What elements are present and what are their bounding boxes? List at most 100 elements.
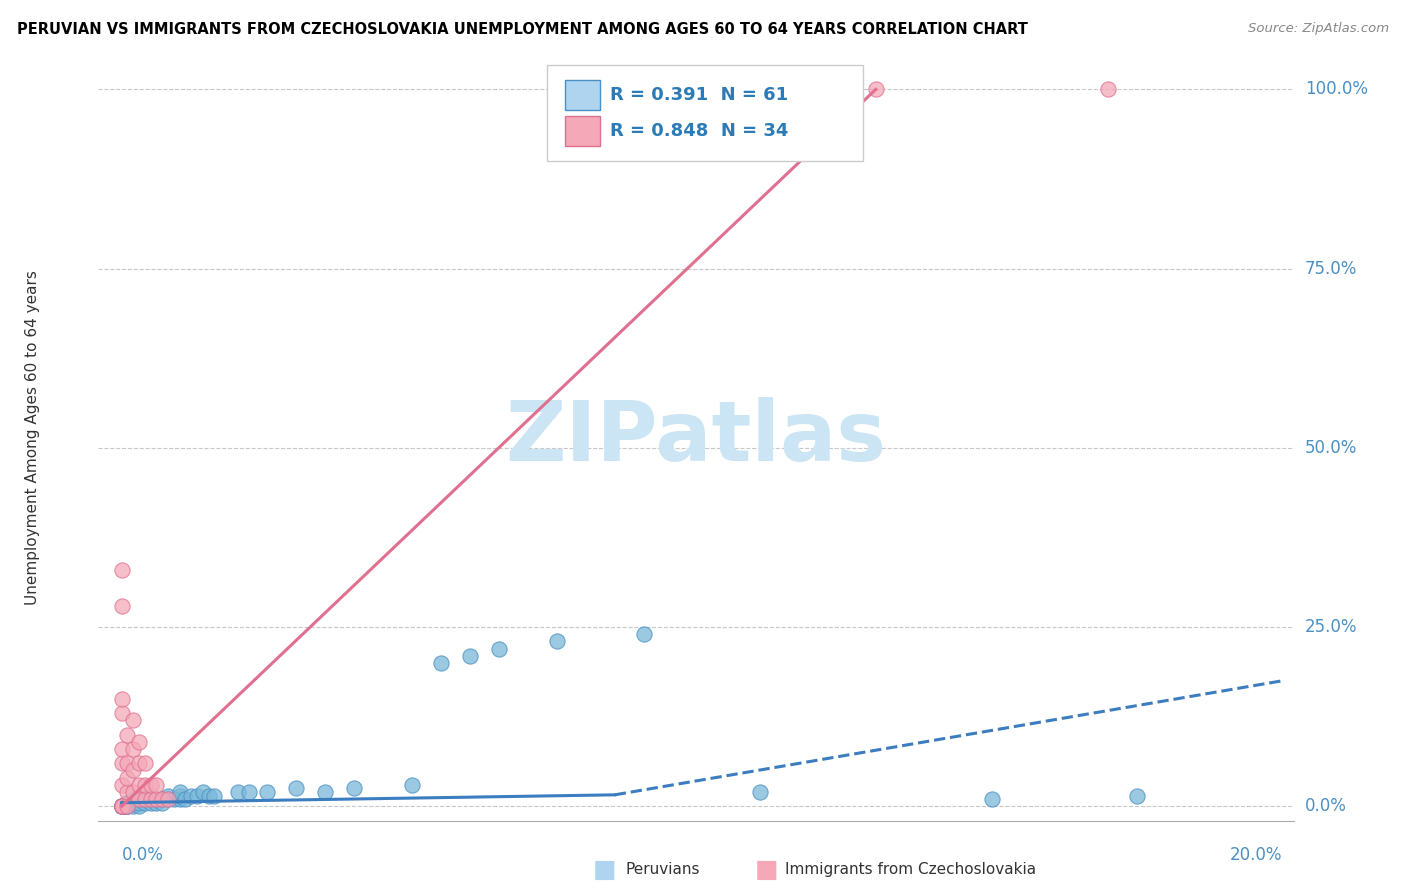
Point (134, 792, 156, 806)
Point (134, 756, 156, 771)
Point (169, 785, 191, 799)
Point (117, 785, 139, 799)
Text: Peruvians: Peruvians (626, 863, 700, 877)
Text: 20.0%: 20.0% (1229, 846, 1282, 863)
Point (111, 799, 134, 814)
Point (111, 799, 134, 814)
Point (128, 756, 150, 771)
Point (134, 778, 156, 792)
Point (139, 789, 162, 803)
Point (122, 792, 145, 806)
Point (117, 796, 139, 810)
Point (111, 799, 134, 814)
Point (117, 799, 139, 814)
FancyBboxPatch shape (547, 65, 863, 161)
Point (117, 799, 139, 814)
Point (284, 781, 307, 796)
Text: Source: ZipAtlas.com: Source: ZipAtlas.com (1249, 22, 1389, 36)
Point (128, 799, 150, 814)
Point (139, 792, 162, 806)
Point (139, 796, 162, 810)
Point (111, 799, 134, 814)
Point (150, 792, 173, 806)
Text: PERUVIAN VS IMMIGRANTS FROM CZECHOSLOVAKIA UNEMPLOYMENT AMONG AGES 60 TO 64 YEAR: PERUVIAN VS IMMIGRANTS FROM CZECHOSLOVAK… (17, 22, 1028, 37)
Point (1097, 82, 1119, 96)
Point (1126, 789, 1149, 803)
Point (117, 756, 139, 771)
Point (163, 792, 186, 806)
Point (145, 792, 167, 806)
Point (111, 691, 134, 706)
Point (174, 792, 197, 806)
Point (111, 799, 134, 814)
Point (111, 799, 134, 814)
Point (169, 792, 191, 806)
Text: Immigrants from Czechoslovakia: Immigrants from Czechoslovakia (785, 863, 1036, 877)
Point (546, 634, 568, 648)
Point (111, 563, 134, 577)
Point (122, 799, 145, 814)
Point (865, 82, 887, 96)
Point (134, 796, 156, 810)
Point (111, 799, 134, 814)
Point (117, 728, 139, 742)
Point (429, 656, 451, 670)
Point (128, 792, 150, 806)
Point (145, 796, 167, 810)
Point (111, 799, 134, 814)
Point (111, 799, 134, 814)
Text: 25.0%: 25.0% (1305, 618, 1358, 636)
Point (111, 799, 134, 814)
Point (111, 799, 134, 814)
Text: 100.0%: 100.0% (1305, 80, 1368, 98)
Point (256, 785, 278, 799)
Point (186, 789, 208, 803)
Point (111, 799, 134, 814)
Point (980, 792, 1002, 806)
Point (111, 799, 134, 814)
Point (122, 713, 145, 727)
Point (117, 799, 139, 814)
Text: 50.0%: 50.0% (1305, 439, 1358, 457)
Text: Unemployment Among Ages 60 to 64 years: Unemployment Among Ages 60 to 64 years (25, 269, 41, 605)
Point (401, 778, 423, 792)
Point (145, 792, 167, 806)
Text: ■: ■ (755, 858, 778, 881)
Point (128, 735, 150, 749)
Text: ■: ■ (593, 858, 616, 881)
Point (117, 796, 139, 810)
Point (111, 756, 134, 771)
Point (122, 742, 145, 756)
Point (226, 785, 249, 799)
Point (117, 799, 139, 814)
Point (111, 742, 134, 756)
Point (633, 627, 655, 641)
Point (122, 785, 145, 799)
Point (117, 771, 139, 785)
Point (128, 778, 150, 792)
Point (204, 789, 226, 803)
Point (157, 789, 180, 803)
Point (748, 785, 770, 799)
Point (128, 792, 150, 806)
FancyBboxPatch shape (565, 117, 600, 145)
Point (157, 792, 180, 806)
Point (117, 796, 139, 810)
Point (111, 706, 134, 720)
Point (343, 781, 366, 796)
FancyBboxPatch shape (565, 80, 600, 110)
Text: R = 0.848  N = 34: R = 0.848 N = 34 (610, 122, 789, 140)
Text: ZIPatlas: ZIPatlas (506, 397, 886, 477)
Point (122, 796, 145, 810)
Point (197, 789, 219, 803)
Point (150, 796, 173, 810)
Point (128, 796, 150, 810)
Point (458, 648, 481, 663)
Point (488, 641, 510, 656)
Text: R = 0.391  N = 61: R = 0.391 N = 61 (610, 86, 787, 104)
Point (314, 785, 336, 799)
Point (139, 778, 162, 792)
Point (150, 792, 173, 806)
Point (111, 778, 134, 792)
Point (111, 799, 134, 814)
